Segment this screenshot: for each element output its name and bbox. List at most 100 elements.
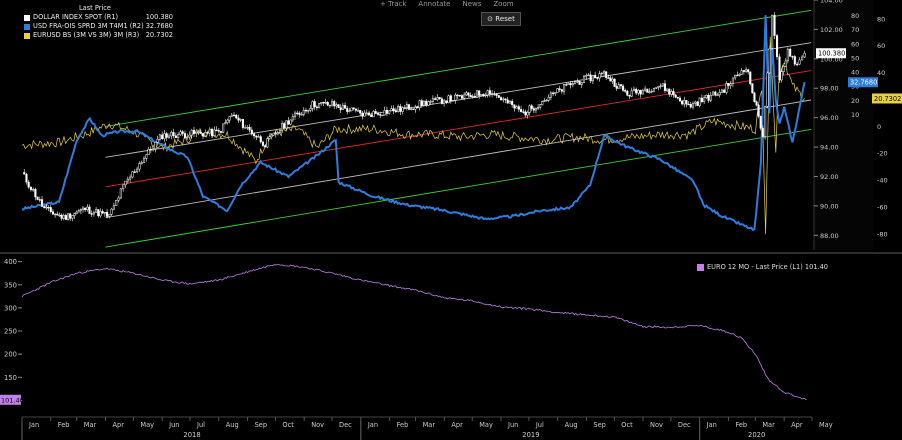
dxy-candle <box>607 77 610 79</box>
dxy-candle <box>429 101 432 103</box>
dxy-candle <box>108 213 111 217</box>
dxy-candle <box>110 208 113 215</box>
month-label: May <box>140 421 154 429</box>
zoom-button[interactable]: Zoom <box>493 0 514 8</box>
channel-line <box>105 128 812 248</box>
dxy-candle <box>639 90 642 95</box>
dxy-candle <box>578 81 581 85</box>
legend-item[interactable]: DOLLAR INDEX SPOT (R1) 100.380 <box>24 13 173 22</box>
dxy-candle <box>626 90 629 96</box>
reset-button[interactable]: ⊙ Reset <box>481 12 521 26</box>
dxy-candle <box>764 105 767 137</box>
dxy-candle <box>228 116 231 121</box>
dxy-candle <box>259 136 262 143</box>
dxy-candle <box>131 171 134 178</box>
month-label: Aug <box>226 421 239 429</box>
dxy-candle <box>201 133 205 137</box>
dxy-candle <box>422 100 426 106</box>
annotate-button[interactable]: Annotate <box>418 0 451 8</box>
dxy-candle <box>410 108 413 110</box>
dxy-candle <box>219 131 223 133</box>
dxy-candle <box>549 92 552 98</box>
dxy-candle <box>320 101 323 104</box>
dxy-candle <box>621 85 625 91</box>
legend-item[interactable]: EURUSD BS (3M VS 3M) 3M (R3) 20.7302 <box>24 31 173 40</box>
series-line-euro-12mo <box>21 263 807 401</box>
channel-line <box>105 70 812 188</box>
dxy-candle <box>268 136 271 139</box>
year-label: 2018 <box>183 431 200 439</box>
dxy-candle <box>335 104 338 107</box>
dxy-candle <box>58 214 61 217</box>
dxy-candle <box>646 88 649 93</box>
bottom-legend[interactable]: EURO 12 MO - Last Price (L1) 101.40 <box>697 263 828 271</box>
dxy-candle <box>64 215 67 220</box>
r1-tick-label: 92.00 <box>820 173 839 181</box>
dxy-candle <box>780 71 783 81</box>
month-label: Oct <box>282 421 294 429</box>
dxy-candle <box>23 172 26 175</box>
track-button[interactable]: + Track <box>380 0 407 8</box>
dxy-candle <box>759 115 762 129</box>
dxy-candle <box>689 104 692 108</box>
year-label: 2020 <box>748 431 765 439</box>
dxy-candle <box>106 211 109 217</box>
dxy-candle <box>484 94 487 97</box>
dxy-candle <box>452 100 455 102</box>
dxy-candle <box>556 88 559 93</box>
dxy-candle <box>617 84 620 89</box>
dxy-candle <box>304 109 308 112</box>
dxy-candle <box>181 131 184 134</box>
dxy-candle <box>43 206 46 209</box>
dxy-candle <box>348 110 351 112</box>
news-button[interactable]: News <box>462 0 482 8</box>
dxy-candle <box>215 129 218 131</box>
channel-line <box>105 9 812 127</box>
dxy-candle <box>226 119 229 123</box>
dxy-candle <box>691 102 695 108</box>
legend-item[interactable]: USD FRA-OIS SPRD 3M T4M1 (R2) 32.7680 <box>24 22 173 31</box>
dxy-candle <box>326 102 329 106</box>
dxy-candle <box>796 63 799 66</box>
series-line-eurusd-basis <box>21 36 805 235</box>
dxy-candle <box>261 141 265 146</box>
dxy-candle <box>698 97 701 106</box>
dxy-candle <box>738 74 741 76</box>
dxy-candle <box>197 131 200 134</box>
dxy-candle <box>75 211 78 214</box>
dxy-candle <box>112 205 115 210</box>
reset-label: Reset <box>495 15 515 23</box>
dxy-candle <box>77 210 80 213</box>
dxy-candle <box>416 106 419 109</box>
dxy-candle <box>276 132 279 135</box>
dxy-candle <box>376 112 380 115</box>
dxy-candle <box>337 104 340 108</box>
dxy-candle <box>346 108 349 112</box>
dxy-candle <box>278 130 282 133</box>
dxy-candle <box>513 104 516 109</box>
r3-last-value-tag-bg <box>872 93 902 104</box>
dxy-candle <box>237 117 240 121</box>
dxy-candle <box>532 108 535 111</box>
month-label: Jun <box>507 421 518 429</box>
dxy-candle <box>773 14 776 36</box>
dxy-candle <box>600 72 603 75</box>
dxy-candle <box>298 112 301 115</box>
dxy-candle <box>206 132 209 134</box>
dxy-candle <box>522 111 525 113</box>
dxy-candle <box>465 92 468 96</box>
dxy-candle <box>129 176 132 180</box>
r1-tick-label: 98.00 <box>820 85 839 93</box>
r2-tick-label: 60 <box>851 40 859 48</box>
dxy-candle <box>613 78 616 87</box>
dxy-candle <box>101 211 104 214</box>
dxy-candle <box>412 108 415 110</box>
dxy-candle <box>174 135 177 138</box>
dxy-candle <box>307 110 310 112</box>
dxy-candle <box>528 105 531 113</box>
dxy-candle <box>707 94 710 101</box>
dxy-candle <box>124 180 127 186</box>
dxy-candle <box>515 106 518 109</box>
dxy-candle <box>420 100 423 106</box>
month-label: May <box>819 421 833 429</box>
